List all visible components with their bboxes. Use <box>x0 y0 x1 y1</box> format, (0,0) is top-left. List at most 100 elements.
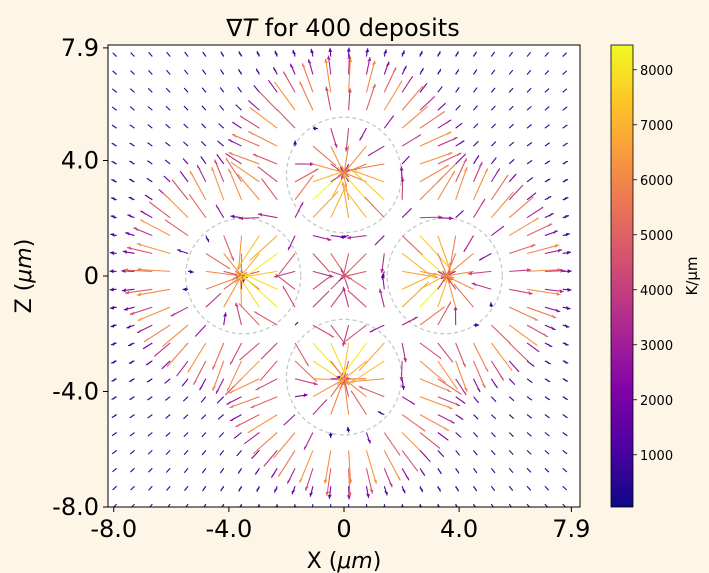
gradient-arrow <box>294 174 314 201</box>
gradient-arrow <box>283 414 296 426</box>
gradient-arrow <box>544 378 551 383</box>
gradient-arrow <box>473 396 480 404</box>
gradient-arrow <box>233 360 260 387</box>
gradient-arrow <box>436 50 441 57</box>
gradient-arrow <box>182 396 189 402</box>
gradient-arrow <box>508 432 514 437</box>
gradient-arrow <box>508 485 514 491</box>
gradient-arrow <box>437 396 461 407</box>
gradient-arrow <box>184 69 189 75</box>
gradient-arrow <box>170 306 189 317</box>
gradient-arrow <box>419 378 452 393</box>
gradient-arrow <box>509 244 536 254</box>
gradient-arrow <box>374 235 385 246</box>
gradient-arrow <box>202 51 207 57</box>
gradient-arrow <box>248 100 260 111</box>
gradient-arrow <box>325 86 332 111</box>
gradient-arrow <box>312 235 332 242</box>
gradient-arrow <box>171 179 189 201</box>
gradient-arrow <box>166 342 189 368</box>
gradient-arrow <box>472 485 478 492</box>
gradient-arrow <box>455 360 468 393</box>
gradient-arrow <box>562 88 568 93</box>
gradient-arrow <box>219 105 225 111</box>
gradient-arrow <box>473 323 480 328</box>
gradient-arrow <box>562 287 572 292</box>
gradient-arrow <box>352 163 385 171</box>
y-tick-label: 4.0 <box>61 147 99 175</box>
gradient-arrow <box>342 286 350 308</box>
gradient-arrow <box>247 414 278 434</box>
gradient-arrow <box>228 168 243 200</box>
gradient-arrow <box>562 196 569 201</box>
gradient-arrow <box>455 157 468 183</box>
gradient-arrow <box>562 52 567 57</box>
gradient-arrow <box>508 414 515 419</box>
colorbar-tick-label: 5000 <box>640 229 673 244</box>
gradient-arrow <box>544 160 551 165</box>
gradient-arrow <box>526 51 532 57</box>
gradient-arrow <box>383 486 388 496</box>
gradient-arrow <box>526 503 531 507</box>
gradient-arrow <box>544 449 550 455</box>
gradient-arrow <box>455 432 462 438</box>
gradient-arrow <box>490 51 496 57</box>
colorbar-ticks: 1000 2000 3000 4000 5000 6000 7000 8000 <box>633 64 673 464</box>
x-tick-label: 7.9 <box>552 515 590 543</box>
gradient-arrow <box>238 271 278 290</box>
gradient-arrow <box>544 195 552 201</box>
gradient-arrow <box>348 504 350 507</box>
gradient-arrow <box>310 48 315 57</box>
gradient-arrow <box>220 51 225 57</box>
gradient-arrow <box>562 324 570 328</box>
gradient-arrow <box>526 105 532 111</box>
gradient-arrow <box>437 450 445 458</box>
gradient-arrow <box>364 196 385 219</box>
gradient-arrow <box>125 231 135 237</box>
gradient-arrow <box>231 121 242 129</box>
gradient-arrow <box>274 50 279 57</box>
gradient-arrow <box>179 171 189 183</box>
gradient-arrow <box>166 485 171 491</box>
gradient-arrow <box>194 324 207 337</box>
gradient-arrow <box>381 271 386 280</box>
gradient-arrow <box>312 324 335 338</box>
gradient-arrow <box>128 360 135 365</box>
gradient-arrow <box>526 378 533 384</box>
gradient-arrow <box>489 302 494 308</box>
gradient-arrow <box>508 342 529 362</box>
gradient-arrow <box>184 485 189 492</box>
gradient-arrow <box>111 377 117 382</box>
gradient-arrow <box>110 323 117 328</box>
gradient-arrow <box>229 396 260 409</box>
gradient-arrow <box>183 450 189 456</box>
gradient-arrow <box>273 270 296 278</box>
gradient-arrow <box>544 124 550 129</box>
gradient-arrow <box>346 426 351 433</box>
gradient-arrow <box>325 468 332 496</box>
gradient-arrow <box>130 467 135 473</box>
gradient-arrow <box>419 235 449 267</box>
gradient-arrow <box>129 124 135 129</box>
gradient-arrow <box>111 142 117 147</box>
gradient-arrow <box>164 378 171 384</box>
gradient-arrow <box>286 468 296 484</box>
gradient-arrow <box>419 342 442 360</box>
gradient-arrow <box>455 414 464 421</box>
colorbar-tick-label: 4000 <box>640 284 673 299</box>
gradient-arrow <box>473 123 479 129</box>
gradient-arrow <box>419 111 446 129</box>
gradient-arrow <box>183 105 189 111</box>
colorbar-label: K/μm <box>683 256 701 295</box>
gradient-arrow <box>259 360 278 382</box>
gradient-arrow <box>526 432 532 437</box>
gradient-arrow <box>508 378 516 386</box>
gradient-arrow <box>199 378 207 391</box>
gradient-arrow <box>350 390 367 415</box>
gradient-arrow <box>544 212 554 219</box>
gradient-arrow <box>562 431 568 437</box>
x-tick-label: 4.0 <box>440 515 478 543</box>
chart-title: ∇T for 400 deposits <box>225 14 459 42</box>
gradient-arrow <box>473 140 479 147</box>
